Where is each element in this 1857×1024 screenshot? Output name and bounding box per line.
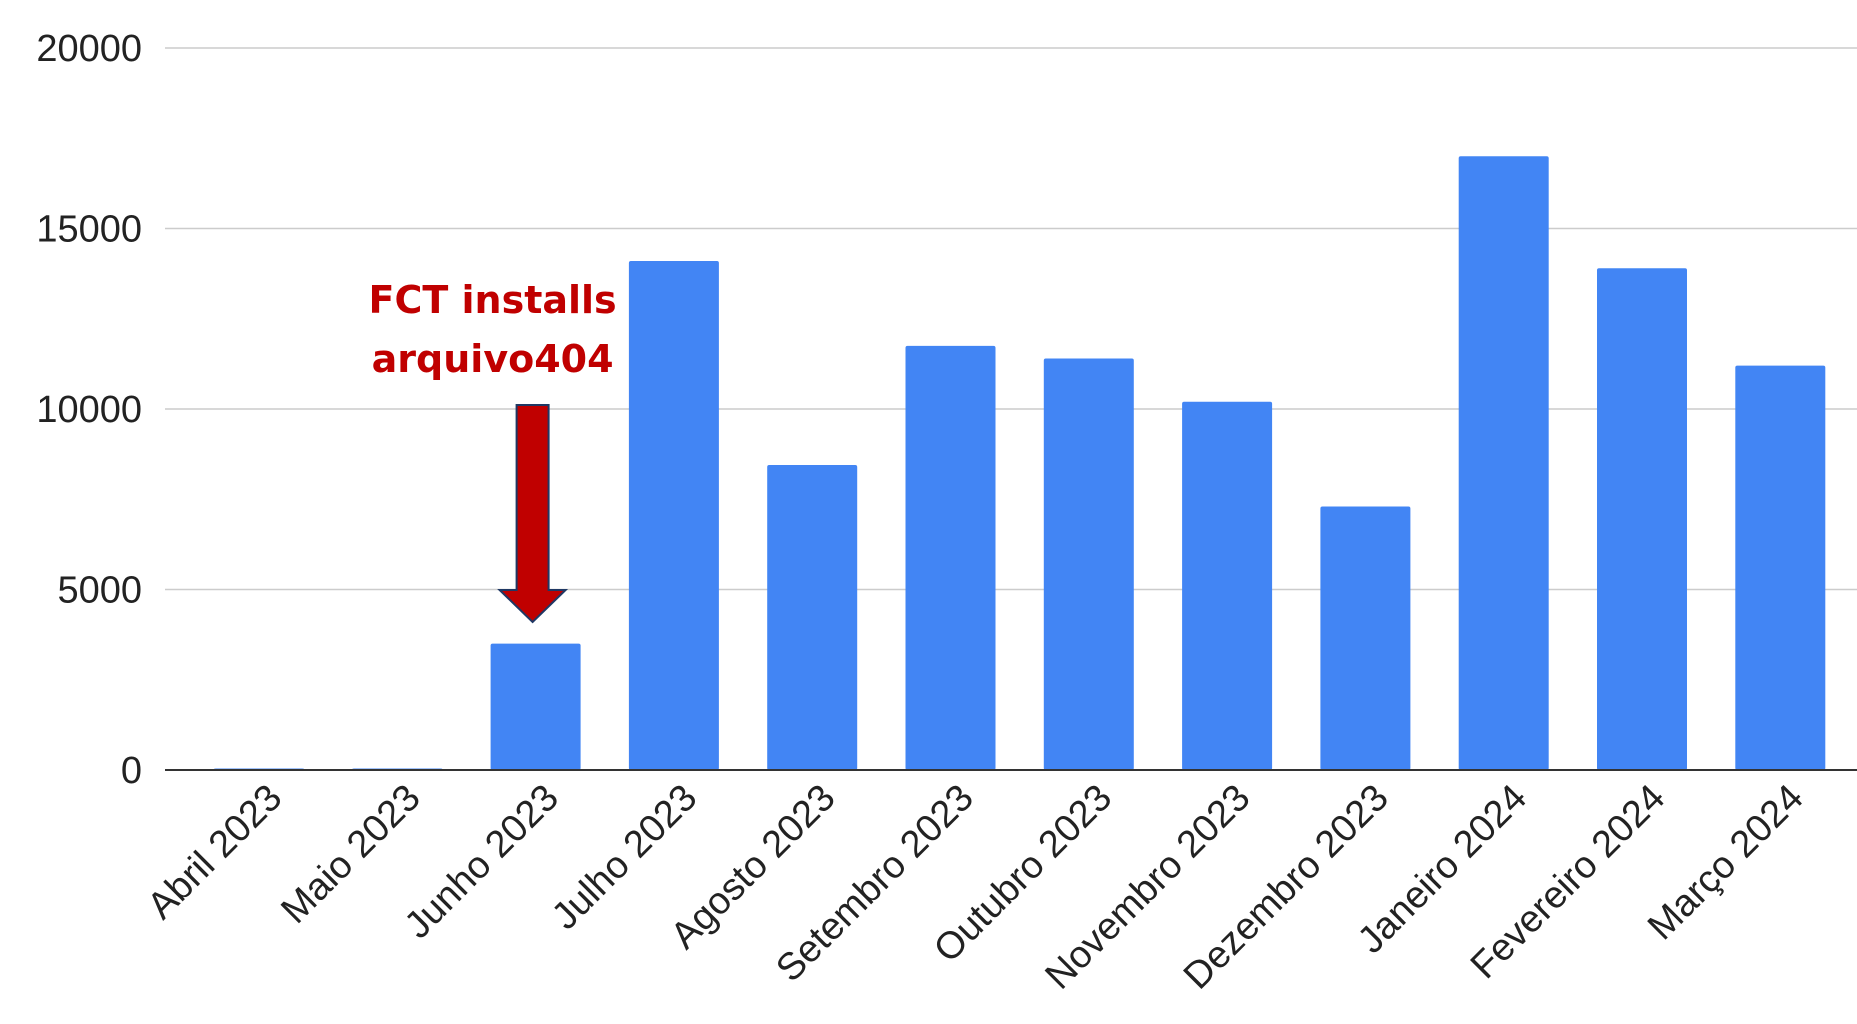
bar bbox=[905, 345, 996, 770]
gridlines bbox=[165, 47, 1857, 591]
y-tick-label: 5000 bbox=[57, 570, 142, 612]
bar bbox=[628, 260, 719, 770]
annotation-arrow-icon bbox=[497, 404, 569, 624]
y-tick-label: 0 bbox=[121, 750, 142, 792]
bars bbox=[214, 156, 1826, 771]
bar bbox=[1182, 401, 1273, 770]
y-tick-label: 10000 bbox=[36, 389, 142, 431]
y-tick-label: 15000 bbox=[36, 209, 142, 251]
bar bbox=[767, 464, 858, 770]
annotation: FCT installs arquivo404 bbox=[369, 278, 617, 624]
bar bbox=[1597, 268, 1687, 770]
bar bbox=[1458, 156, 1549, 771]
y-axis-ticks: 0 5000 10000 15000 20000 bbox=[36, 28, 142, 792]
annotation-text-line-2: arquivo404 bbox=[372, 337, 614, 381]
bar bbox=[1735, 365, 1826, 770]
bar bbox=[1043, 358, 1134, 770]
annotation-text-line-1: FCT installs bbox=[369, 278, 617, 322]
x-tick-label: Abril 2023 bbox=[140, 777, 291, 928]
y-tick-label: 20000 bbox=[36, 28, 142, 70]
bar bbox=[490, 643, 581, 770]
bar bbox=[1320, 506, 1411, 770]
